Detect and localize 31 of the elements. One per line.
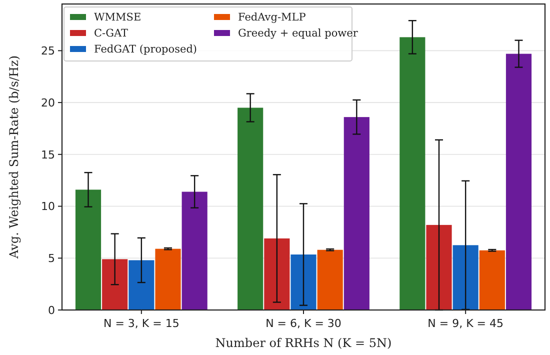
bar: [479, 250, 505, 310]
bar: [344, 117, 370, 310]
bar: [290, 254, 316, 310]
legend-label: FedAvg-MLP: [238, 12, 306, 24]
bar: [452, 245, 478, 310]
legend-label: FedGAT (proposed): [94, 44, 198, 56]
bar: [238, 108, 264, 310]
bar: [400, 37, 426, 310]
x-tick-label: N = 6, K = 30: [266, 317, 342, 330]
y-axis-title: Avg. Weighted Sum-Rate (b/s/Hz): [7, 55, 21, 260]
x-axis-title: Number of RRHs N (K = 5N): [215, 336, 392, 350]
legend-label: WMMSE: [94, 12, 142, 24]
bar: [155, 248, 181, 310]
bar: [75, 190, 102, 310]
bar: [102, 259, 128, 310]
x-tick-label: N = 9, K = 45: [428, 317, 504, 330]
bar: [182, 192, 208, 310]
y-tick-label: 10: [41, 200, 55, 214]
bar: [426, 224, 452, 310]
y-tick-label: 0: [48, 304, 55, 317]
legend-label: C-GAT: [94, 28, 128, 40]
bar: [128, 260, 154, 310]
y-tick-label: 20: [41, 96, 55, 110]
legend-label: Greedy + equal power: [238, 28, 359, 40]
y-tick-label: 5: [48, 252, 55, 265]
bar: [264, 238, 290, 310]
x-tick-label: N = 3, K = 15: [103, 317, 180, 330]
y-tick-label: 25: [41, 44, 55, 58]
y-tick-label: 15: [41, 148, 55, 162]
bar: [317, 250, 343, 310]
bar: [506, 54, 532, 310]
